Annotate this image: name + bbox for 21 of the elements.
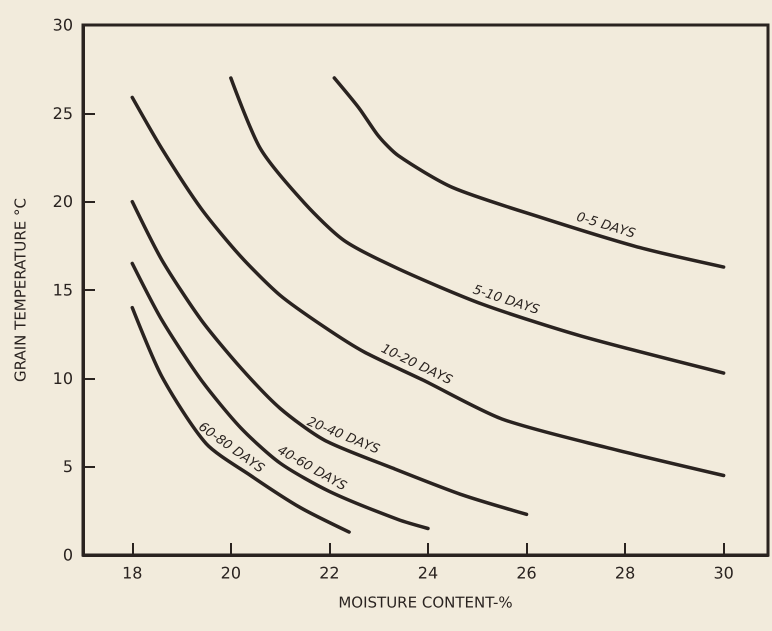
x-tick-label: 20 xyxy=(220,564,242,582)
y-tick-label: 25 xyxy=(52,104,73,123)
y-tick-label: 5 xyxy=(62,457,73,476)
x-tick-label: 18 xyxy=(122,564,142,582)
x-tick-label: 30 xyxy=(713,564,734,582)
text: 0-5 DAYS xyxy=(574,210,637,242)
x-tick-label: 22 xyxy=(319,564,340,582)
y-tick-label: 30 xyxy=(52,16,73,34)
line-series xyxy=(332,76,726,269)
x-tick-label: 24 xyxy=(418,564,438,582)
text: 20-40 DAYS xyxy=(304,414,382,458)
y-tick-label: 0 xyxy=(62,546,73,564)
x-tick-label: 26 xyxy=(516,564,537,582)
x-tick-label: 28 xyxy=(614,564,636,582)
text: 10-20 DAYS xyxy=(378,341,454,388)
y-tick-label: 10 xyxy=(52,368,73,388)
y-tick-label: 15 xyxy=(52,280,73,300)
y-tick-label: 20 xyxy=(52,192,73,212)
y-axis-title: GRAIN TEMPERATURE °C xyxy=(12,198,30,382)
x-axis-title: MOISTURE CONTENT-% xyxy=(338,594,513,612)
text: 5-10 DAYS xyxy=(471,282,542,318)
